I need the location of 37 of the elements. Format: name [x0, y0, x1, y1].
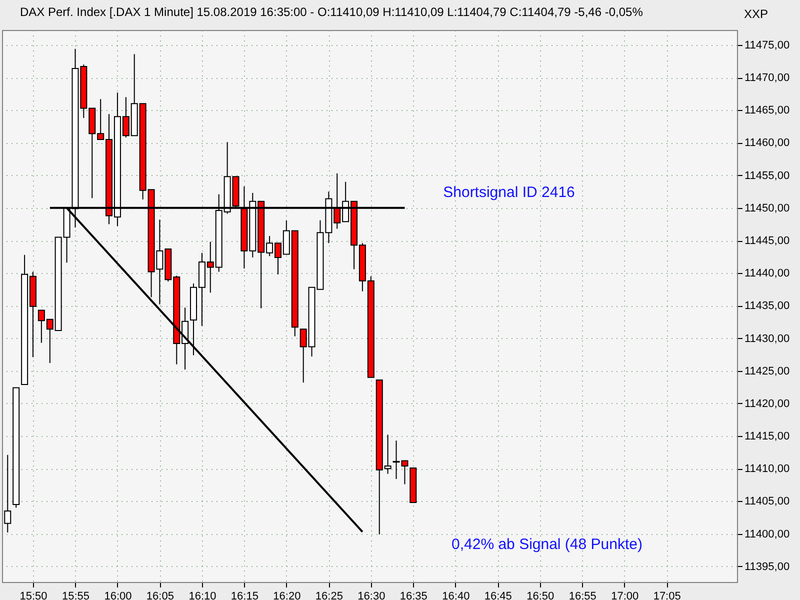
y-tick-label: 11395,00 [744, 560, 790, 573]
y-tick-label: 11405,00 [744, 496, 790, 508]
x-tick-label: 16:00 [104, 590, 132, 600]
x-tick-label: 16:30 [358, 590, 386, 600]
y-tick-label: 11455,00 [744, 170, 790, 182]
x-tick-label: 15:55 [62, 590, 90, 600]
annotation: Shortsignal ID 2416 [443, 184, 575, 201]
x-tick-label: 16:35 [400, 590, 428, 600]
chart-title: DAX Perf. Index [.DAX 1 Minute] 15.08.2019 16:35:00 - O:11410,09 H:11410,09 L:11404,79 C:11404,79 -5,46 -0,05% [20, 5, 644, 19]
x-tick-label: 16:25 [315, 590, 343, 600]
y-tick-label: 11415,00 [744, 430, 790, 443]
x-tick-label: 16:15 [230, 590, 258, 600]
y-tick-label: 11430,00 [744, 332, 790, 345]
y-tick-label: 11420,00 [744, 398, 790, 410]
x-tick-label: 16:05 [146, 590, 174, 600]
x-tick-label: 17:00 [611, 590, 639, 600]
x-tick-label: 16:10 [188, 590, 216, 600]
y-tick-label: 11445,00 [744, 235, 790, 248]
x-tick-label: 17:05 [653, 590, 681, 600]
y-tick-label: 11475,00 [744, 39, 790, 52]
y-tick-label: 11425,00 [744, 365, 790, 378]
x-tick-label: 16:45 [484, 590, 512, 600]
text: XXP [744, 7, 768, 21]
y-tick-label: 11465,00 [744, 104, 790, 117]
y-tick-label: 11410,00 [744, 463, 790, 476]
y-tick-label: 11400,00 [744, 528, 790, 540]
annotation: 0,42% ab Signal (48 Punkte) [452, 536, 642, 553]
x-tick-label: 15:50 [20, 590, 48, 600]
y-tick-label: 11470,00 [744, 72, 790, 84]
x-tick-label: 16:55 [568, 590, 596, 600]
y-tick-label: 11440,00 [744, 268, 790, 280]
y-tick-label: 11460,00 [744, 137, 790, 150]
x-tick-label: 16:40 [442, 590, 470, 600]
y-tick-label: 11450,00 [744, 202, 790, 214]
x-tick-label: 16:20 [273, 590, 301, 600]
x-tick-label: 16:50 [526, 590, 554, 600]
y-tick-label: 11435,00 [744, 300, 790, 312]
